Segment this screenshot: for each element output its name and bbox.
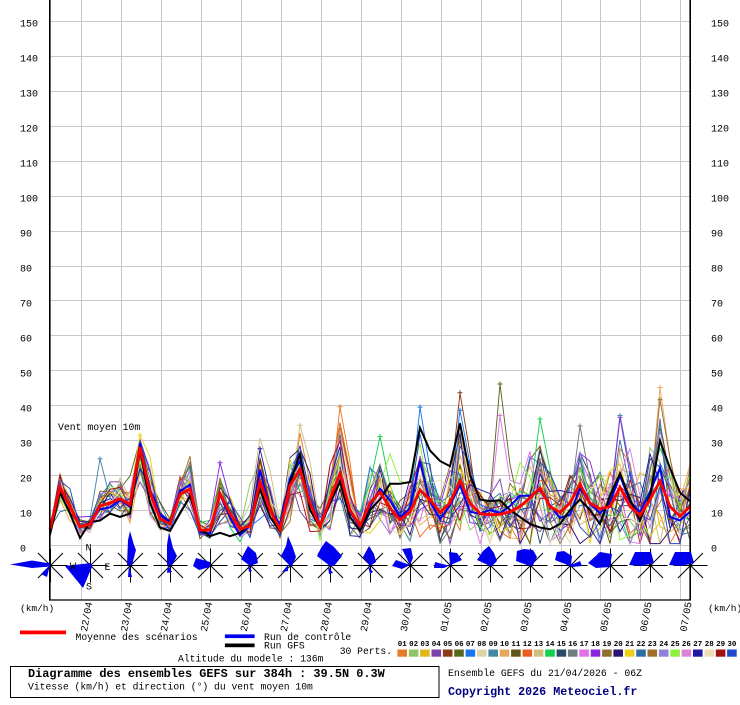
svg-text:80: 80 — [20, 265, 32, 276]
svg-text:30: 30 — [727, 641, 737, 649]
svg-text:30 Perts.: 30 Perts. — [340, 646, 392, 657]
svg-text:80: 80 — [711, 265, 723, 276]
svg-text:130: 130 — [20, 90, 38, 101]
svg-text:20: 20 — [711, 475, 723, 486]
svg-text:25/04: 25/04 — [199, 601, 216, 633]
svg-text:150: 150 — [20, 20, 38, 31]
svg-text:24/04: 24/04 — [159, 601, 176, 633]
svg-text:E: E — [104, 563, 110, 574]
svg-text:28/04: 28/04 — [319, 601, 336, 633]
svg-text:130: 130 — [711, 90, 729, 101]
svg-text:01: 01 — [398, 641, 408, 649]
svg-text:02: 02 — [409, 641, 419, 649]
svg-text:12: 12 — [523, 641, 533, 649]
svg-text:07: 07 — [466, 641, 475, 649]
svg-text:18: 18 — [591, 641, 601, 649]
svg-text:21: 21 — [625, 641, 635, 649]
svg-text:100: 100 — [711, 195, 729, 206]
svg-text:15: 15 — [557, 641, 567, 649]
svg-text:28: 28 — [705, 641, 715, 649]
svg-text:30/04: 30/04 — [399, 601, 416, 633]
svg-text:70: 70 — [711, 300, 723, 311]
svg-text:50: 50 — [20, 370, 32, 381]
svg-text:40: 40 — [711, 405, 723, 416]
svg-text:23: 23 — [648, 641, 658, 649]
svg-text:120: 120 — [20, 125, 38, 136]
svg-text:04/05: 04/05 — [559, 601, 576, 633]
svg-text:22: 22 — [636, 641, 646, 649]
svg-text:30: 30 — [711, 440, 723, 451]
svg-text:0: 0 — [20, 545, 26, 556]
svg-text:0: 0 — [711, 545, 717, 556]
svg-text:16: 16 — [568, 641, 578, 649]
svg-text:22/04: 22/04 — [79, 601, 96, 633]
svg-text:(km/h): (km/h) — [20, 603, 54, 614]
svg-text:10: 10 — [711, 510, 723, 521]
svg-text:23/04: 23/04 — [119, 601, 136, 633]
svg-text:29: 29 — [716, 641, 726, 649]
svg-text:06/05: 06/05 — [639, 601, 656, 633]
svg-text:60: 60 — [711, 335, 723, 346]
svg-text:02/05: 02/05 — [479, 601, 496, 633]
svg-text:19: 19 — [602, 641, 612, 649]
svg-text:13: 13 — [534, 641, 544, 649]
svg-text:27/04: 27/04 — [279, 601, 296, 633]
svg-text:S: S — [86, 583, 92, 594]
svg-text:Vitesse (km/h) et direction (°: Vitesse (km/h) et direction (°) du vent … — [28, 682, 313, 693]
svg-text:Altitude du modele : 136m: Altitude du modele : 136m — [178, 654, 324, 665]
svg-text:05/05: 05/05 — [599, 601, 616, 633]
svg-text:Copyright 2026 Meteociel.fr: Copyright 2026 Meteociel.fr — [448, 685, 637, 699]
svg-text:10: 10 — [20, 510, 32, 521]
svg-text:27: 27 — [693, 641, 702, 649]
svg-text:14: 14 — [545, 641, 555, 649]
svg-text:Run de contrôle: Run de contrôle — [264, 632, 351, 643]
svg-text:120: 120 — [711, 125, 729, 136]
svg-text:110: 110 — [711, 160, 729, 171]
svg-text:01/05: 01/05 — [439, 601, 456, 633]
svg-text:150: 150 — [711, 20, 729, 31]
svg-text:05: 05 — [443, 641, 453, 649]
svg-text:30: 30 — [20, 440, 32, 451]
svg-text:25: 25 — [671, 641, 681, 649]
svg-text:08: 08 — [477, 641, 487, 649]
svg-text:Run GFS: Run GFS — [264, 641, 305, 652]
svg-text:29/04: 29/04 — [359, 601, 376, 633]
svg-text:06: 06 — [455, 641, 465, 649]
svg-text:Diagramme des ensembles GEFS s: Diagramme des ensembles GEFS sur 384h : … — [28, 667, 386, 681]
svg-text:100: 100 — [20, 195, 38, 206]
svg-text:03/05: 03/05 — [519, 601, 536, 633]
svg-text:26: 26 — [682, 641, 692, 649]
svg-text:140: 140 — [20, 55, 38, 66]
svg-text:Ensemble GEFS du 21/04/2026 -: Ensemble GEFS du 21/04/2026 - 06Z — [448, 668, 642, 679]
svg-text:W: W — [70, 562, 76, 573]
svg-text:10: 10 — [500, 641, 510, 649]
svg-text:04: 04 — [432, 641, 442, 649]
svg-text:70: 70 — [20, 300, 32, 311]
svg-text:50: 50 — [711, 370, 723, 381]
svg-text:24: 24 — [659, 641, 669, 649]
svg-text:140: 140 — [711, 55, 729, 66]
svg-text:Vent moyen 10m: Vent moyen 10m — [58, 422, 140, 433]
svg-text:110: 110 — [20, 160, 38, 171]
svg-text:07/05: 07/05 — [679, 601, 696, 633]
svg-text:Moyenne des scénarios: Moyenne des scénarios — [76, 632, 198, 643]
svg-text:40: 40 — [20, 405, 32, 416]
svg-text:20: 20 — [614, 641, 624, 649]
svg-text:03: 03 — [420, 641, 430, 649]
svg-text:N: N — [85, 544, 91, 555]
svg-text:20: 20 — [20, 475, 32, 486]
svg-text:60: 60 — [20, 335, 32, 346]
svg-text:(km/h): (km/h) — [708, 603, 740, 614]
svg-text:26/04: 26/04 — [239, 601, 256, 633]
svg-text:09: 09 — [489, 641, 499, 649]
svg-text:17: 17 — [580, 641, 589, 649]
svg-text:90: 90 — [20, 230, 32, 241]
svg-text:90: 90 — [711, 230, 723, 241]
svg-text:11: 11 — [511, 641, 521, 649]
